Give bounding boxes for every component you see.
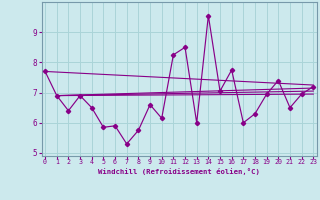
X-axis label: Windchill (Refroidissement éolien,°C): Windchill (Refroidissement éolien,°C) bbox=[98, 168, 260, 175]
